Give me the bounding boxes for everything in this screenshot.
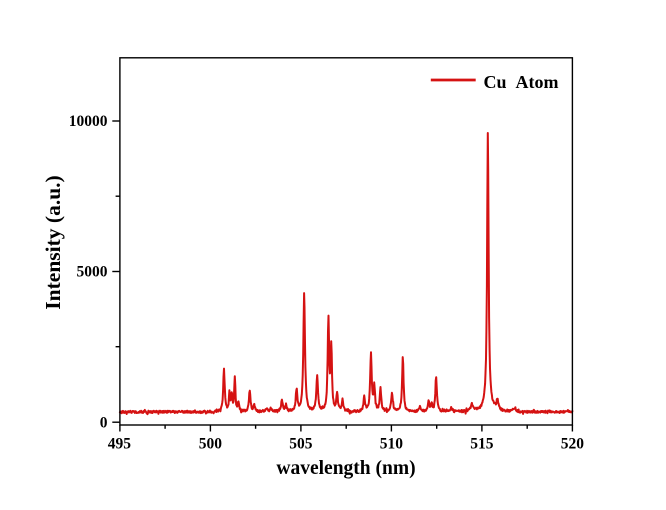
svg-text:10000: 10000 [69,113,108,130]
svg-text:520: 520 [561,436,585,453]
svg-text:515: 515 [470,436,494,453]
svg-text:wavelength (nm): wavelength (nm) [276,458,415,479]
svg-text:505: 505 [289,436,313,453]
svg-text:495: 495 [108,436,132,453]
svg-text:510: 510 [380,436,404,453]
svg-text:0: 0 [100,414,108,431]
svg-text:Intensity (a.u.): Intensity (a.u.) [41,175,65,309]
svg-text:5000: 5000 [77,264,108,281]
svg-text:500: 500 [199,436,223,453]
svg-text:Cu Atom: Cu Atom [484,72,559,92]
